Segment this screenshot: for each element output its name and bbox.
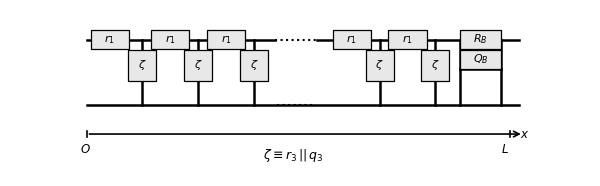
Text: $\zeta$: $\zeta$ bbox=[138, 58, 147, 72]
Text: $L$: $L$ bbox=[501, 143, 509, 156]
Text: $\zeta$: $\zeta$ bbox=[375, 58, 384, 72]
Text: $\zeta \equiv r_3\,||\,q_3$: $\zeta \equiv r_3\,||\,q_3$ bbox=[263, 147, 324, 164]
Bar bbox=[388, 30, 427, 49]
Bar bbox=[332, 30, 371, 49]
Bar bbox=[184, 49, 212, 81]
Bar bbox=[421, 49, 449, 81]
Text: $r_1$: $r_1$ bbox=[165, 33, 176, 46]
Bar bbox=[460, 30, 501, 49]
Bar bbox=[151, 30, 190, 49]
Text: $Q_B$: $Q_B$ bbox=[473, 53, 488, 66]
Text: $r_1$: $r_1$ bbox=[402, 33, 413, 46]
Text: $r_1$: $r_1$ bbox=[346, 33, 357, 46]
Text: $O$: $O$ bbox=[80, 143, 91, 156]
Text: $\zeta$: $\zeta$ bbox=[250, 58, 259, 72]
Bar bbox=[207, 30, 245, 49]
Text: $\zeta$: $\zeta$ bbox=[431, 58, 440, 72]
Text: $r_1$: $r_1$ bbox=[221, 33, 232, 46]
Bar bbox=[240, 49, 268, 81]
Text: $x$: $x$ bbox=[520, 128, 530, 141]
Bar bbox=[460, 50, 501, 69]
Text: $r_1$: $r_1$ bbox=[104, 33, 115, 46]
Text: $\zeta$: $\zeta$ bbox=[194, 58, 203, 72]
Bar bbox=[365, 49, 394, 81]
Text: $R_B$: $R_B$ bbox=[473, 33, 488, 46]
Bar bbox=[128, 49, 157, 81]
Bar bbox=[91, 30, 129, 49]
